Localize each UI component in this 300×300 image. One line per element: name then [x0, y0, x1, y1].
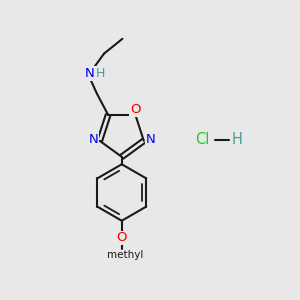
Text: N: N — [88, 133, 98, 146]
Text: N: N — [146, 133, 155, 146]
Text: H: H — [96, 67, 105, 80]
Text: O: O — [116, 232, 127, 244]
Text: methyl: methyl — [107, 250, 143, 260]
Text: N: N — [85, 67, 94, 80]
Text: H: H — [231, 132, 242, 147]
Text: Cl: Cl — [195, 132, 209, 147]
Text: O: O — [130, 103, 141, 116]
